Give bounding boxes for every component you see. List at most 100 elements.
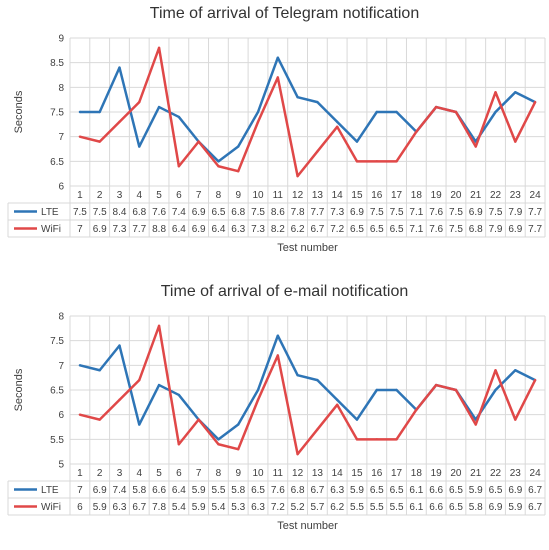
data-point-wifi	[316, 150, 319, 153]
table-value-wifi: 5.3	[231, 502, 245, 513]
x-tick-label: 1	[77, 468, 83, 479]
series-line-wifi	[79, 46, 537, 178]
data-point-wifi	[454, 388, 458, 392]
table-value-lte: 6.9	[192, 207, 206, 218]
table-value-wifi: 6.9	[192, 224, 206, 235]
data-point-wifi	[177, 165, 181, 168]
y-tick-label: 6	[58, 410, 64, 421]
table-value-wifi: 5.2	[291, 502, 305, 513]
y-tick-label: 5	[58, 460, 64, 471]
x-tick-label: 21	[470, 190, 482, 201]
data-point-wifi	[276, 76, 280, 79]
data-point-lte	[237, 423, 240, 426]
series-line-wifi	[79, 324, 537, 456]
table-value-wifi: 5.5	[370, 502, 384, 513]
data-point-lte	[375, 388, 378, 392]
data-point-wifi	[514, 418, 517, 421]
table-value-wifi: 6	[77, 502, 83, 513]
data-point-wifi	[316, 428, 319, 431]
table-value-lte: 7	[77, 485, 83, 496]
table-value-lte: 7.5	[251, 207, 265, 218]
chart-title: Time of arrival of Telegram notification	[150, 5, 419, 22]
x-tick-label: 7	[196, 468, 202, 479]
data-point-wifi	[296, 452, 299, 456]
table-value-wifi: 7	[77, 224, 83, 235]
x-tick-label: 5	[156, 468, 162, 479]
table-value-lte: 7.5	[93, 207, 107, 218]
x-tick-label: 2	[97, 190, 103, 201]
data-point-wifi	[118, 120, 121, 124]
legend-label-lte: LTE	[41, 485, 59, 496]
data-point-lte	[335, 398, 339, 402]
table-value-wifi: 5.7	[310, 502, 324, 513]
x-tick-label: 23	[510, 468, 522, 479]
table-value-wifi: 7.7	[132, 224, 146, 235]
table-value-wifi: 6.5	[350, 224, 364, 235]
table-value-lte: 6.3	[330, 485, 344, 496]
data-point-wifi	[415, 130, 418, 133]
table-value-lte: 6.5	[251, 485, 265, 496]
table-value-lte: 5.9	[350, 485, 364, 496]
y-tick-label: 8	[58, 83, 64, 94]
data-point-lte	[157, 105, 161, 109]
x-tick-label: 10	[252, 468, 264, 479]
y-tick-label: 7	[58, 361, 64, 372]
table-value-wifi: 6.3	[251, 502, 265, 513]
data-point-lte	[138, 423, 141, 426]
table-value-lte: 7.3	[330, 207, 344, 218]
data-point-wifi	[335, 125, 339, 128]
table-value-wifi: 6.5	[370, 224, 384, 235]
data-point-lte	[514, 91, 517, 94]
table-value-lte: 7.4	[172, 207, 186, 218]
table-value-wifi: 8.2	[271, 224, 285, 235]
data-point-wifi	[533, 100, 537, 104]
table-value-lte: 6.5	[449, 485, 463, 496]
data-point-lte	[157, 383, 161, 387]
table-value-wifi: 5.8	[469, 502, 483, 513]
data-point-wifi	[434, 383, 438, 387]
data-point-wifi	[256, 120, 260, 124]
table-value-lte: 7.1	[409, 207, 423, 218]
data-point-wifi	[355, 160, 359, 163]
y-tick-label: 7.5	[50, 336, 64, 347]
table-value-lte: 6.8	[231, 207, 245, 218]
data-point-lte	[237, 145, 240, 148]
table-value-lte: 8.6	[271, 207, 285, 218]
table-value-wifi: 6.1	[409, 502, 423, 513]
x-tick-label: 4	[136, 190, 142, 201]
table-value-lte: 7.5	[370, 207, 384, 218]
data-point-wifi	[494, 91, 497, 94]
table-value-wifi: 7.1	[409, 224, 423, 235]
data-point-lte	[256, 388, 260, 392]
y-tick-label: 8	[58, 312, 64, 323]
table-value-lte: 6.5	[390, 485, 404, 496]
y-tick-label: 9	[58, 34, 64, 45]
x-tick-label: 23	[510, 190, 522, 201]
x-axis-title: Test number	[277, 520, 338, 532]
table-value-lte: 6.9	[469, 207, 483, 218]
table-value-wifi: 5.9	[508, 502, 522, 513]
x-tick-label: 6	[176, 190, 182, 201]
chart-title: Time of arrival of e-mail notification	[161, 283, 409, 300]
table-value-lte: 6.6	[429, 485, 443, 496]
data-point-lte	[375, 110, 378, 114]
data-point-wifi	[157, 324, 161, 328]
data-point-wifi	[434, 105, 438, 109]
data-point-lte	[494, 110, 497, 114]
data-point-wifi	[177, 443, 181, 446]
table-value-wifi: 6.7	[132, 502, 146, 513]
data-point-wifi	[474, 145, 477, 148]
data-point-wifi	[474, 423, 477, 426]
table-value-wifi: 7.9	[489, 224, 503, 235]
data-point-lte	[98, 110, 101, 114]
data-point-wifi	[514, 140, 517, 143]
data-point-wifi	[415, 408, 418, 411]
table-value-wifi: 6.7	[310, 224, 324, 235]
table-value-wifi: 6.9	[489, 502, 503, 513]
table-value-lte: 5.9	[469, 485, 483, 496]
data-point-lte	[78, 110, 82, 114]
table-value-wifi: 6.9	[508, 224, 522, 235]
table-value-lte: 6.9	[93, 485, 107, 496]
data-point-lte	[355, 140, 359, 143]
x-tick-label: 24	[530, 190, 542, 201]
